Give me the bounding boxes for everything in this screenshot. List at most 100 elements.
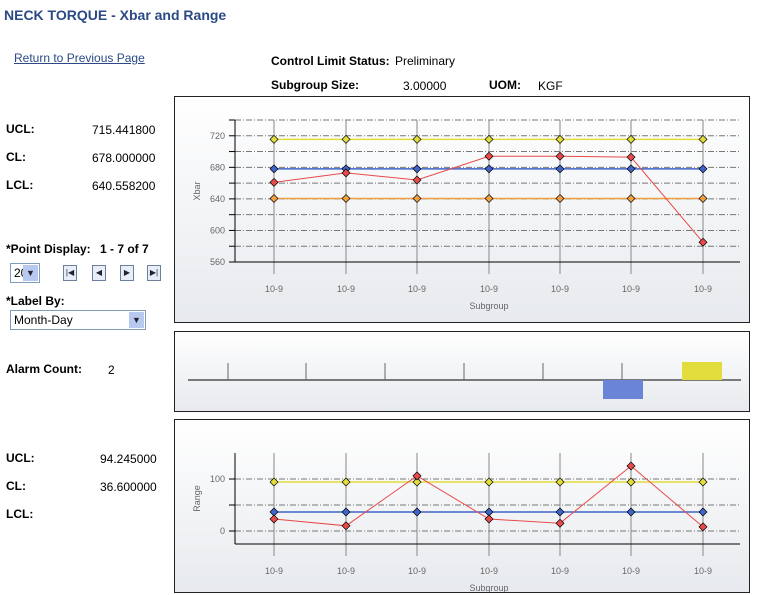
- xbar-ucl-label: UCL:: [6, 122, 35, 136]
- lcl-point: [412, 193, 422, 203]
- ucl-point: [412, 477, 422, 487]
- ucl-point: [555, 477, 565, 487]
- chevron-down-icon: ▼: [129, 312, 144, 328]
- alarm-count-label: Alarm Count:: [6, 362, 82, 376]
- uom-label: UOM:: [489, 78, 521, 92]
- chevron-down-icon: ▼: [23, 265, 38, 281]
- uom-value: KGF: [538, 79, 563, 93]
- cl-point: [269, 164, 279, 174]
- x-tick-label: 10-9: [408, 284, 426, 294]
- lcl-point: [484, 193, 494, 203]
- ucl-point: [626, 477, 636, 487]
- cl-point: [698, 164, 708, 174]
- y-tick-label: 560: [210, 257, 225, 267]
- data-point: [269, 514, 279, 524]
- ucl-point: [412, 134, 422, 144]
- data-point: [412, 175, 422, 185]
- range-lcl-label: LCL:: [6, 507, 34, 521]
- return-link[interactable]: Return to Previous Page: [14, 51, 145, 65]
- x-tick-label: 10-9: [408, 566, 426, 576]
- xbar-chart-panel: 560 600 640 680 720 10-9 10-9 10-9 10-9 10-9 10-9 1…: [174, 96, 750, 323]
- label-by-value: Month-Day: [14, 313, 73, 327]
- subgroup-value: 3.00000: [403, 79, 447, 93]
- x-tick-label: 10-9: [480, 566, 498, 576]
- previous-page-icon[interactable]: ◀: [92, 265, 106, 281]
- data-point: [484, 151, 494, 161]
- y-tick-label: 0: [220, 526, 225, 536]
- data-point: [484, 514, 494, 524]
- y-tick-label: 100: [210, 474, 225, 484]
- ucl-point: [269, 477, 279, 487]
- page-title: NECK TORQUE - Xbar and Range: [4, 7, 227, 23]
- x-tick-label: 10-9: [551, 566, 569, 576]
- xbar-ucl-value: 715.441800: [92, 123, 156, 137]
- cl-point: [412, 507, 422, 517]
- x-tick-label: 10-9: [694, 284, 712, 294]
- y-tick-label: 600: [210, 225, 225, 235]
- y-axis-label: Range: [192, 485, 202, 512]
- alarm-strip-panel: [174, 331, 750, 412]
- status-value: Preliminary: [395, 54, 456, 68]
- point-display-label: *Point Display:: [6, 242, 91, 256]
- lcl-point: [269, 193, 279, 203]
- ucl-point: [341, 134, 351, 144]
- range-cl-label: CL:: [6, 479, 26, 493]
- cl-point: [484, 164, 494, 174]
- range-ucl-label: UCL:: [6, 451, 35, 465]
- ucl-point: [484, 477, 494, 487]
- range-chart: 0 100 10-9 10-9 10-9 10-9 10-9 10-9 10-9 Subgroup…: [192, 453, 740, 593]
- point-display-value: 1 - 7 of 7: [100, 242, 149, 256]
- data-point: [626, 461, 636, 471]
- alarm-count-value: 2: [108, 363, 115, 377]
- cl-point: [555, 507, 565, 517]
- xbar-chart: 560 600 640 680 720 10-9 10-9 10-9 10-9 10-9 10-9 1…: [192, 119, 740, 311]
- data-point: [555, 151, 565, 161]
- y-tick-label: 720: [210, 131, 225, 141]
- label-by-label: *Label By:: [6, 294, 65, 308]
- x-tick-label: 10-9: [622, 566, 640, 576]
- range-cl-value: 36.600000: [100, 480, 157, 494]
- lcl-point: [341, 193, 351, 203]
- range-chart-panel: 0 100 10-9 10-9 10-9 10-9 10-9 10-9 10-9 Subgroup…: [174, 419, 750, 593]
- xbar-cl-label: CL:: [6, 150, 26, 164]
- xbar-lcl-value: 640.558200: [92, 179, 156, 193]
- first-page-icon[interactable]: |◀: [63, 265, 77, 281]
- data-point: [341, 521, 351, 531]
- alarm-strip: [188, 362, 741, 399]
- x-tick-label: 10-9: [622, 284, 640, 294]
- ucl-point: [341, 477, 351, 487]
- x-tick-label: 10-9: [337, 284, 355, 294]
- label-by-select[interactable]: Month-Day ▼: [10, 310, 146, 330]
- alarm-marker-cl: [603, 380, 643, 399]
- page-size-select[interactable]: 20 ▼: [10, 263, 40, 283]
- x-tick-label: 10-9: [551, 284, 569, 294]
- lcl-point: [555, 193, 565, 203]
- range-ucl-value: 94.245000: [100, 452, 157, 466]
- ucl-point: [484, 134, 494, 144]
- y-tick-label: 640: [210, 194, 225, 204]
- data-point: [341, 168, 351, 178]
- last-page-icon[interactable]: ▶|: [147, 265, 161, 281]
- x-tick-label: 10-9: [265, 566, 283, 576]
- next-page-icon[interactable]: ▶: [120, 265, 134, 281]
- ucl-point: [269, 134, 279, 144]
- cl-point: [626, 164, 636, 174]
- data-point: [626, 152, 636, 162]
- ucl-point: [555, 134, 565, 144]
- xbar-lcl-label: LCL:: [6, 178, 34, 192]
- lcl-point: [626, 193, 636, 203]
- y-axis-label: Xbar: [192, 181, 202, 200]
- subgroup-label: Subgroup Size:: [271, 78, 359, 92]
- ucl-point: [698, 477, 708, 487]
- x-tick-label: 10-9: [337, 566, 355, 576]
- data-point: [698, 522, 708, 532]
- ucl-point: [626, 134, 636, 144]
- x-axis-label: Subgroup: [469, 583, 508, 592]
- y-tick-label: 680: [210, 162, 225, 172]
- x-axis-label: Subgroup: [469, 301, 508, 311]
- x-tick-label: 10-9: [694, 566, 712, 576]
- x-tick-label: 10-9: [480, 284, 498, 294]
- lcl-point: [698, 193, 708, 203]
- data-point: [698, 237, 708, 247]
- status-label: Control Limit Status:: [271, 54, 390, 68]
